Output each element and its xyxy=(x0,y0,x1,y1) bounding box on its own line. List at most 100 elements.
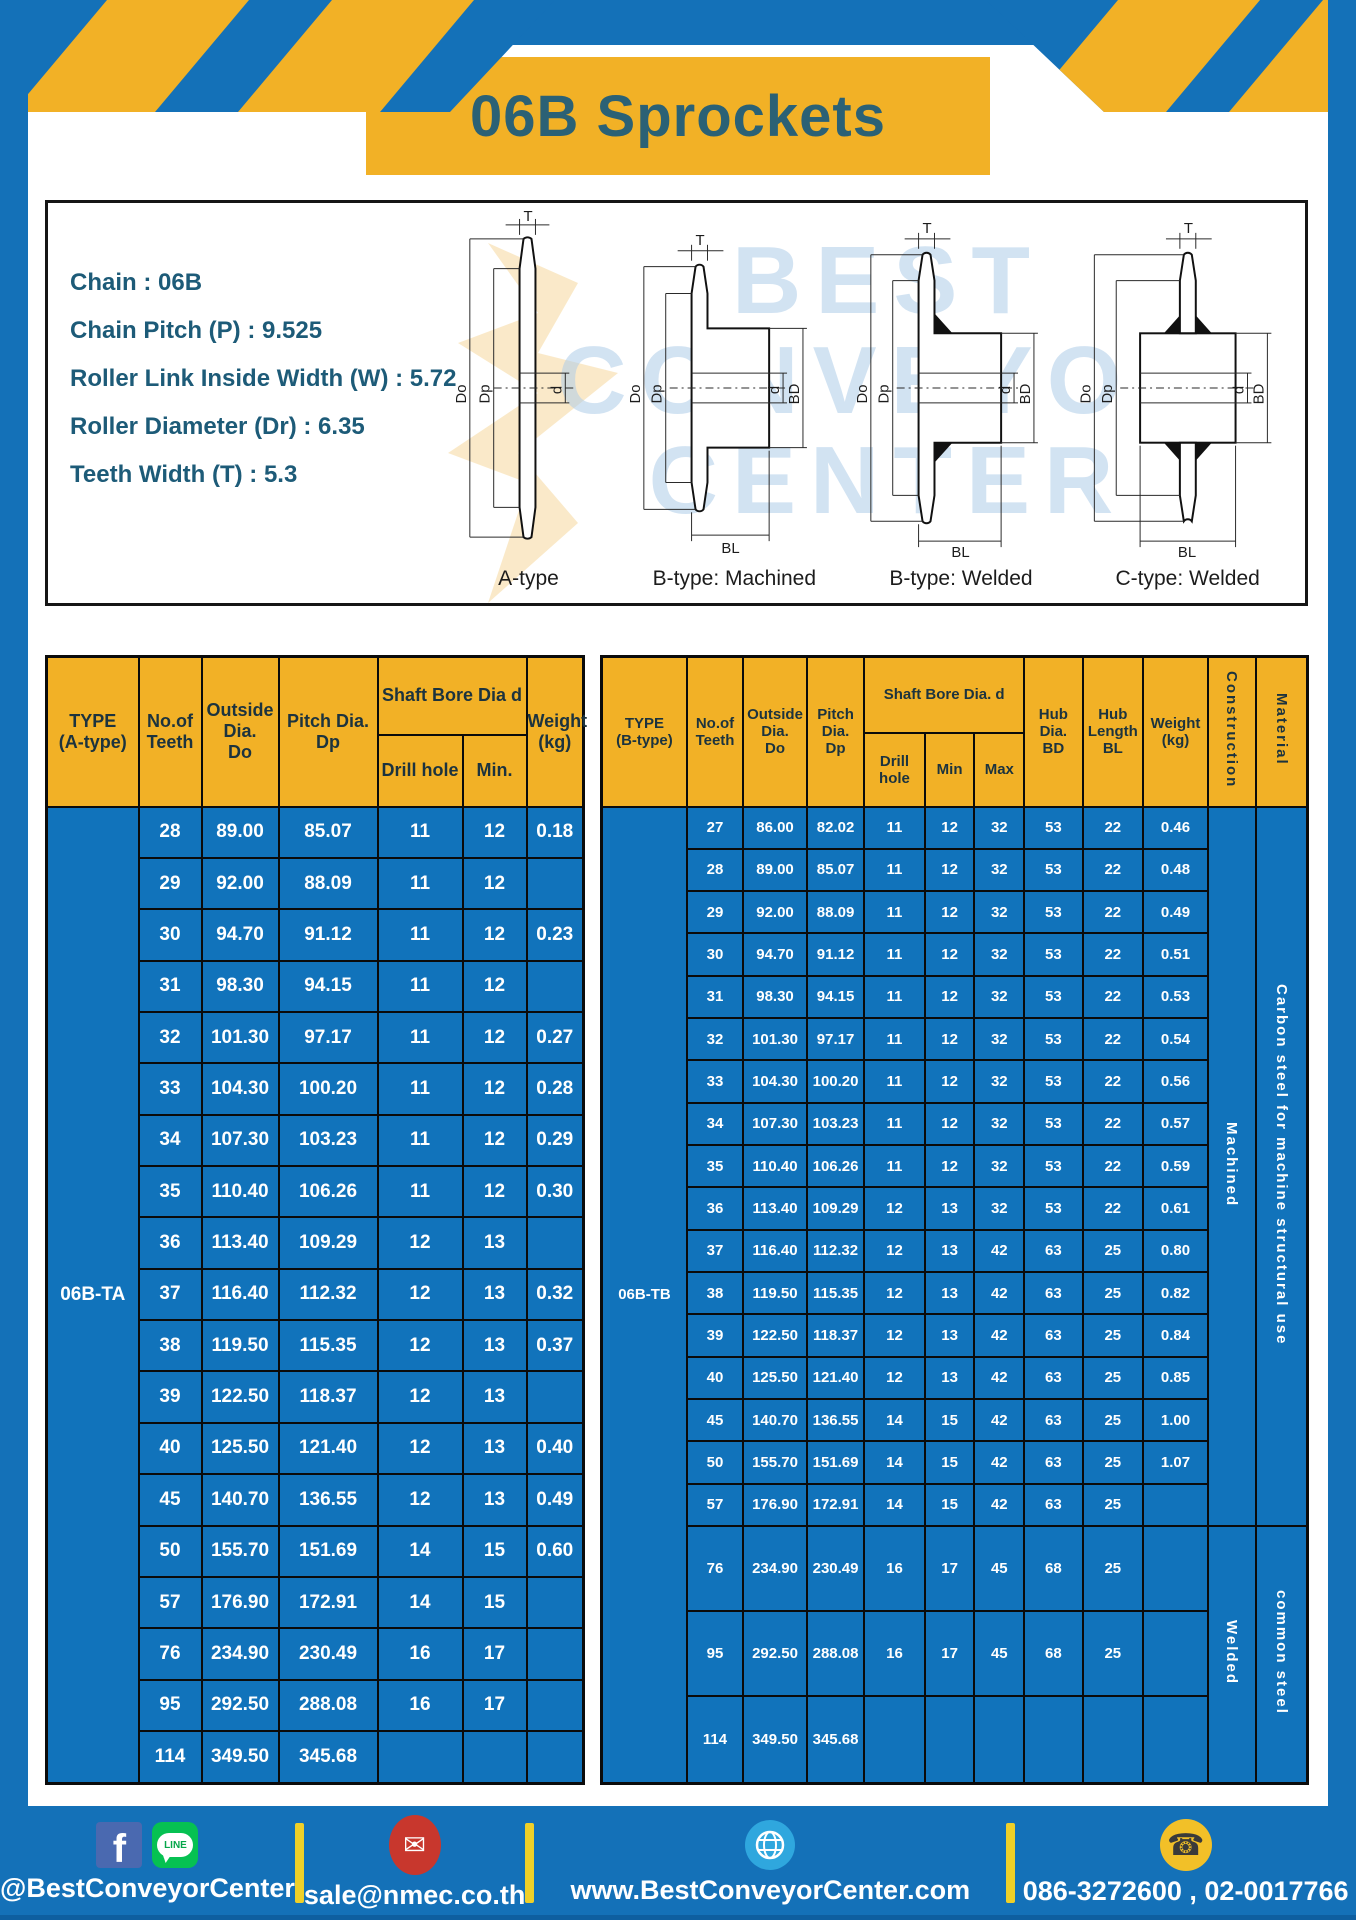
data-cell xyxy=(525,1678,585,1732)
data-cell xyxy=(1142,1694,1209,1785)
data-cell: 31 xyxy=(137,959,203,1013)
table-row: 32 101.30 97.17 11 12 0.27 xyxy=(47,1010,585,1065)
data-cell: 0.59 xyxy=(1142,1143,1209,1189)
table-row: 76 234.90 230.49 16 17 xyxy=(47,1627,585,1681)
data-cell: 234.90 xyxy=(200,1627,280,1681)
data-cell: 38 xyxy=(137,1319,203,1373)
data-cell: 33 xyxy=(685,1059,745,1104)
data-cell: 12 xyxy=(863,1313,926,1358)
globe-icon[interactable] xyxy=(745,1820,796,1870)
data-cell: 104.30 xyxy=(742,1059,808,1104)
data-cell: 32 xyxy=(973,1101,1026,1147)
data-cell: 0.60 xyxy=(525,1524,585,1578)
data-cell: 100.20 xyxy=(277,1062,379,1116)
data-cell: 12 xyxy=(461,1062,528,1116)
table-row: 31 98.30 94.15 11 12 32 53 22 0.53 xyxy=(602,974,1308,1020)
table-a-body: 06B-TA 28 89.00 85.07 11 12 0.18 29 92.00 88.09 11… xyxy=(45,805,585,1785)
diagonal-stripe xyxy=(1013,0,1271,112)
data-cell: 234.90 xyxy=(742,1524,808,1612)
data-cell xyxy=(525,1729,585,1785)
facebook-icon[interactable]: f xyxy=(96,1822,143,1868)
data-cell: 95 xyxy=(685,1609,745,1697)
table-row: 32 101.30 97.17 11 12 32 53 22 0.54 xyxy=(602,1017,1308,1062)
data-cell: 172.91 xyxy=(805,1482,866,1527)
phone-numbers[interactable]: 086-3272600 , 02-0017766 xyxy=(1022,1876,1349,1906)
website-url[interactable]: www.BestConveyorCenter.com xyxy=(570,1875,971,1905)
header-hub-dia: Hub Dia. BD xyxy=(1023,655,1084,808)
drawing-caption: A-type xyxy=(498,567,559,590)
data-cell: 11 xyxy=(863,1101,926,1147)
watermark-text: BEST CONVEYOR CENTER xyxy=(478,231,1298,530)
data-cell: 35 xyxy=(685,1143,745,1189)
header-weight: Weight (kg) xyxy=(525,655,587,808)
data-cell: 125.50 xyxy=(742,1355,808,1400)
data-cell: 349.50 xyxy=(200,1729,280,1785)
data-cell: 11 xyxy=(376,908,464,962)
data-cell: 110.40 xyxy=(742,1143,808,1189)
data-cell: 63 xyxy=(1023,1440,1084,1485)
data-cell: 12 xyxy=(461,959,528,1013)
data-cell: 40 xyxy=(685,1355,745,1400)
data-cell: 11 xyxy=(376,959,464,1013)
data-cell: 53 xyxy=(1023,1059,1084,1104)
data-cell: 37 xyxy=(685,1228,745,1273)
material-cell: Carbon steel for machine structural use xyxy=(1254,805,1309,1527)
data-cell: 94.70 xyxy=(200,908,280,962)
footer-phone-section[interactable]: ☎ 086-3272600 , 02-0017766 xyxy=(1015,1806,1356,1920)
data-cell: 32 xyxy=(973,1143,1026,1189)
table-b-body: 06B-TB 27 86.00 82.02 11 12 32 53 22 0.46 Machined… xyxy=(600,805,1309,1785)
data-cell xyxy=(525,1216,585,1270)
data-cell: 53 xyxy=(1023,805,1084,850)
header-weight: Weight (kg) xyxy=(1142,655,1209,808)
data-cell: 12 xyxy=(376,1267,464,1322)
svg-text:d: d xyxy=(998,386,1014,394)
data-cell: 12 xyxy=(923,805,976,850)
data-cell: 0.57 xyxy=(1142,1101,1209,1147)
data-cell: 76 xyxy=(685,1524,745,1612)
data-cell: 125.50 xyxy=(200,1421,280,1476)
data-cell: 16 xyxy=(863,1524,926,1612)
data-cell: 11 xyxy=(376,1062,464,1116)
table-row: 39 122.50 118.37 12 13 42 63 25 0.84 xyxy=(602,1313,1308,1358)
data-cell: 32 xyxy=(973,890,1026,935)
a-type-drawing: T Do Dp d xyxy=(454,209,574,540)
footer-email-section[interactable]: ✉ sale@nmec.co.th xyxy=(304,1806,525,1920)
data-cell xyxy=(461,1729,528,1785)
line-icon[interactable]: LINE xyxy=(152,1822,199,1868)
data-cell: 101.30 xyxy=(200,1010,280,1065)
social-handle[interactable]: @BestConveyorCenter xyxy=(0,1873,295,1903)
construction-cell: Welded xyxy=(1206,1524,1257,1785)
data-cell: 14 xyxy=(376,1575,464,1630)
data-cell: 15 xyxy=(923,1397,976,1443)
top-left-corner-decoration xyxy=(0,0,555,112)
svg-text:Do: Do xyxy=(628,384,644,403)
data-cell: 11 xyxy=(863,1059,926,1104)
data-cell: 97.17 xyxy=(805,1017,866,1062)
svg-text:T: T xyxy=(524,209,533,225)
data-cell: 12 xyxy=(376,1319,464,1373)
data-cell: 13 xyxy=(461,1370,528,1424)
data-cell: 53 xyxy=(1023,932,1084,977)
data-cell: 119.50 xyxy=(742,1270,808,1316)
footer-website-section[interactable]: www.BestConveyorCenter.com xyxy=(534,1806,1006,1920)
footer-contact-bar: f LINE @BestConveyorCenter ✉ sale@nmec.c… xyxy=(0,1806,1356,1920)
data-cell: 11 xyxy=(863,890,926,935)
header-teeth: No.of Teeth xyxy=(137,655,203,808)
data-cell: 22 xyxy=(1081,890,1145,935)
data-cell xyxy=(1142,1609,1209,1697)
data-cell: 15 xyxy=(461,1524,528,1578)
data-cell: 12 xyxy=(461,1010,528,1065)
footer-social-section[interactable]: f LINE @BestConveyorCenter xyxy=(0,1806,295,1920)
data-cell: 15 xyxy=(923,1440,976,1485)
email-address[interactable]: sale@nmec.co.th xyxy=(303,1880,526,1910)
data-cell: 118.37 xyxy=(805,1313,866,1358)
data-cell: 13 xyxy=(461,1319,528,1373)
data-cell xyxy=(376,1729,464,1785)
header-hub-length: Hub Length BL xyxy=(1081,655,1145,808)
phone-icon[interactable]: ☎ xyxy=(1159,1819,1212,1871)
header-type: TYPE (B-type) xyxy=(600,655,688,808)
data-cell: 12 xyxy=(461,805,528,859)
email-icon[interactable]: ✉ xyxy=(388,1815,441,1875)
data-cell: 22 xyxy=(1081,847,1145,893)
page-border-right xyxy=(1328,0,1356,1920)
